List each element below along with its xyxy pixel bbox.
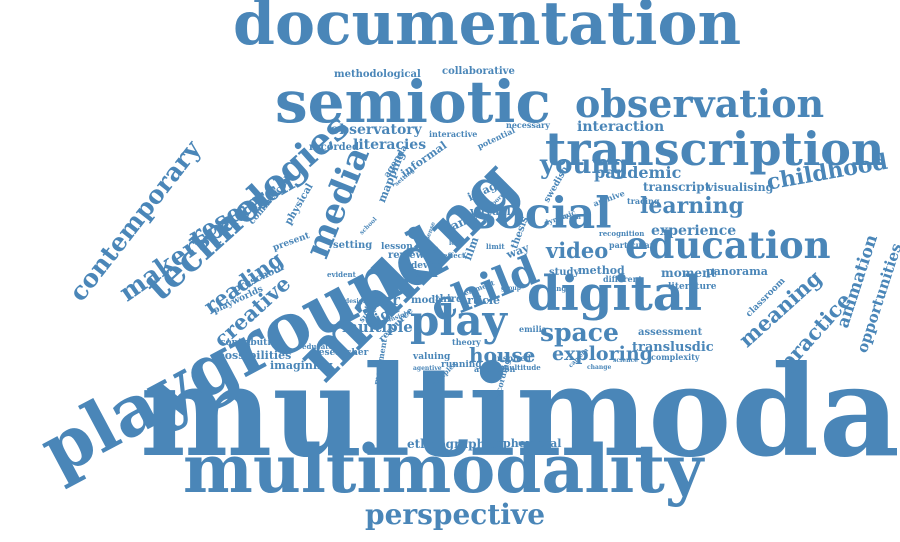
cloud-word-play: play <box>410 296 507 345</box>
cloud-word-panorama: panorama <box>706 265 768 278</box>
cloud-word-recorded: recorded <box>309 142 360 153</box>
cloud-word-social: social <box>472 189 612 239</box>
cloud-word-possibilities: possibilities <box>217 349 292 362</box>
cloud-word-third: third <box>435 294 463 305</box>
cloud-word-imagining: imagining <box>270 359 333 372</box>
cloud-word-transcript: transcript <box>643 180 711 194</box>
cloud-word-science: science <box>613 357 638 364</box>
cloud-word-attention: attention <box>474 364 516 374</box>
cloud-word-method: method <box>578 264 625 277</box>
cloud-word-running: running <box>441 360 482 370</box>
cloud-word-transcription: transcription <box>545 122 885 176</box>
cloud-word-different: different <box>603 274 643 284</box>
cloud-word-observatory: observatory <box>330 122 422 138</box>
cloud-word-literature: literature <box>668 282 717 292</box>
cloud-word-necessary: necessary <box>506 120 550 130</box>
cloud-word-complexity: complexity <box>651 352 700 362</box>
cloud-word-education: education <box>625 223 831 267</box>
cloud-word-observation: observation <box>575 81 825 126</box>
cloud-word-assessment: assessment <box>638 327 703 338</box>
cloud-word-interaction: interaction <box>577 119 665 135</box>
cloud-word-emilia: emilia <box>519 324 547 334</box>
cloud-word-methodological: methodological <box>334 69 421 80</box>
cloud-word-look: look <box>449 240 464 247</box>
cloud-word-review: review <box>388 250 425 261</box>
cloud-word-theory: theory <box>452 337 481 347</box>
cloud-word-effect: effect <box>443 251 466 260</box>
cloud-word-perspective: perspective <box>365 498 546 531</box>
cloud-word-particular: particular <box>609 240 654 250</box>
cloud-word-year: year <box>364 291 400 309</box>
cloud-word-pandemic: pandemic <box>594 163 682 182</box>
cloud-word-valuing: valuing <box>413 352 451 362</box>
cloud-word-experience: experience <box>651 223 737 239</box>
cloud-word-article: article <box>460 294 501 307</box>
cloud-word-house: house <box>469 343 536 367</box>
cloud-word-multiple: multiple <box>342 318 413 336</box>
cloud-word-mode: mode <box>411 295 442 306</box>
cloud-word-person: person <box>558 214 581 221</box>
cloud-word-young: young <box>540 150 629 180</box>
cloud-word-translusdic: translusdic <box>632 340 714 355</box>
cloud-word-space: space <box>540 318 619 347</box>
cloud-word-form: form <box>411 269 438 280</box>
cloud-word-recognition: recognition <box>599 229 645 238</box>
cloud-word-literacies: literacies <box>353 137 427 153</box>
cloud-word-inspired: inspired <box>494 353 531 363</box>
cloud-word-semiotic: semiotic <box>275 68 551 136</box>
cloud-word-time: time <box>423 245 439 252</box>
cloud-word-change: change <box>587 364 612 371</box>
cloud-word-multimodal: multimodal <box>140 339 900 485</box>
cloud-word-multitude: multitude <box>502 363 541 372</box>
cloud-word-moment: moment <box>661 266 717 280</box>
cloud-word-video: video <box>546 238 609 263</box>
cloud-word-group: group <box>501 285 521 292</box>
cloud-word-contribution: contribution <box>220 338 284 348</box>
cloud-word-collaborative: collaborative <box>442 66 515 77</box>
cloud-word-evident: evident <box>327 270 356 279</box>
cloud-word-range: range <box>548 284 571 293</box>
cloud-word-setting: setting <box>333 240 373 251</box>
cloud-word-researcher: researcher <box>314 348 369 358</box>
cloud-word-exploring: exploring <box>552 343 653 365</box>
cloud-word-interactive: interactive <box>429 129 478 139</box>
cloud-word-ethnographic: ethnographic <box>407 437 498 451</box>
cloud-word-device: device <box>411 261 443 271</box>
cloud-word-educator: educator <box>302 342 337 351</box>
cloud-word-visualising: visualising <box>707 181 774 194</box>
cloud-word-ephemeral: ephemeral <box>496 437 562 450</box>
cloud-word-digital: digital <box>527 266 703 322</box>
cloud-word-virtual: virtual <box>470 205 511 218</box>
cloud-word-tracing: tracing <box>627 196 660 206</box>
cloud-word-documentation: documentation <box>233 0 742 59</box>
cloud-word-lesson: lesson <box>381 242 413 252</box>
cloud-word-multimodality: multimodality <box>183 430 704 508</box>
cloud-word-learning: learning <box>640 193 744 219</box>
cloud-word-study: study <box>549 267 580 278</box>
cloud-word-limit: limit <box>486 242 505 251</box>
cloud-word-agentive: agentive <box>413 365 442 372</box>
cloud-word-design: design <box>345 298 368 305</box>
